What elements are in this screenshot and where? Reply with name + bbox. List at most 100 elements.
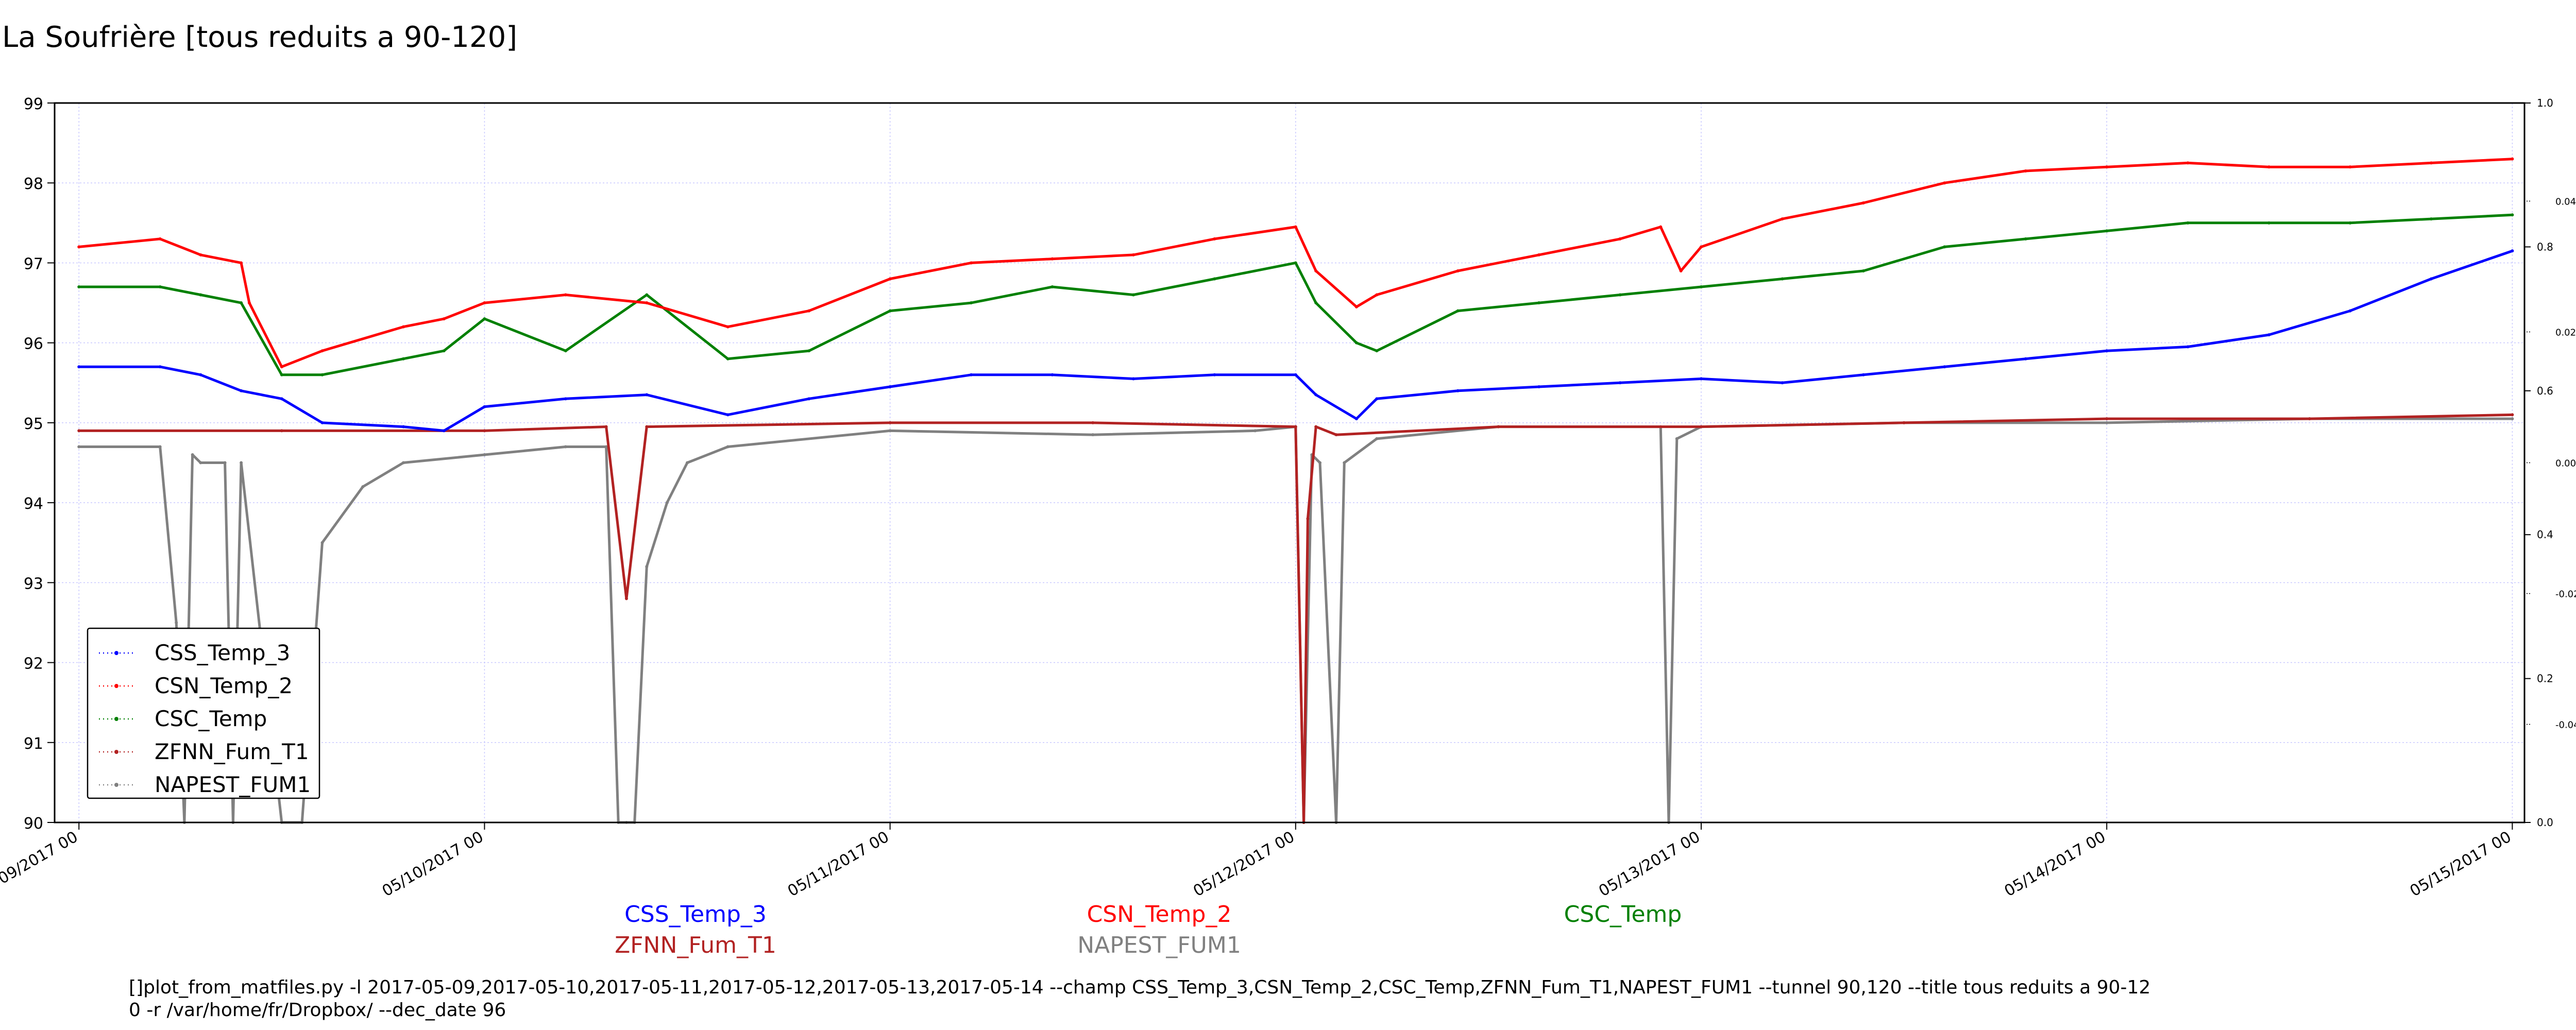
- data-point: [1943, 181, 1946, 185]
- data-point: [1131, 253, 1135, 256]
- y-tick-label: 92: [24, 655, 43, 673]
- data-point: [1618, 237, 1622, 241]
- data-point: [483, 317, 486, 321]
- data-point: [1537, 385, 1541, 389]
- data-point: [199, 293, 202, 297]
- data-point: [1050, 373, 1054, 376]
- data-point: [1253, 429, 1257, 433]
- right-axis-tick-label: 0.0: [2537, 816, 2553, 829]
- legend-label: NAPEST_FUM1: [155, 772, 311, 797]
- y-tick-label: 95: [24, 415, 43, 433]
- x-tick-label: 05/15/2017 00: [2407, 828, 2515, 901]
- data-point: [158, 445, 162, 449]
- data-point: [1306, 517, 1310, 521]
- data-point: [888, 309, 892, 313]
- data-point: [320, 541, 324, 544]
- data-point: [564, 445, 567, 449]
- data-point: [1314, 425, 1318, 428]
- legend-label: CSS_Temp_3: [155, 640, 290, 665]
- data-point: [240, 261, 243, 265]
- data-point: [1659, 225, 1663, 229]
- data-point: [158, 285, 162, 289]
- series-line-csc-temp: [79, 213, 2513, 376]
- chart-title: La Soufrière [tous reduits a 90-120]: [2, 21, 518, 54]
- right-axis-tick-label: 0.4: [2537, 528, 2553, 541]
- data-point: [158, 365, 162, 369]
- data-point: [807, 309, 811, 313]
- data-point: [1456, 269, 1460, 272]
- data-point: [645, 565, 649, 569]
- command-line-1: []plot_from_matfiles.py -l 2017-05-09,20…: [129, 977, 2151, 998]
- y-tick-label: 99: [24, 95, 43, 113]
- data-point: [77, 429, 81, 433]
- data-point: [1375, 349, 1379, 353]
- data-point: [1456, 389, 1460, 392]
- command-line-2: 0 -r /var/home/fr/Dropbox/ --dec_date 96: [129, 1000, 506, 1021]
- data-point: [199, 373, 202, 376]
- data-point: [361, 485, 365, 489]
- data-point: [1375, 293, 1379, 297]
- right-inner-tick-label: -0.04: [2555, 720, 2576, 731]
- data-point: [1343, 461, 1346, 465]
- data-point: [2348, 221, 2352, 225]
- data-point: [2511, 249, 2514, 253]
- data-point: [1861, 269, 1865, 272]
- data-point: [1375, 397, 1379, 401]
- y-tick-label: 96: [24, 335, 43, 353]
- legend-box: [87, 627, 320, 799]
- data-point: [2186, 161, 2190, 165]
- data-point: [807, 349, 811, 353]
- data-point: [240, 389, 243, 392]
- data-point: [564, 349, 567, 353]
- right-inner-tick-label: 0.00: [2555, 458, 2576, 469]
- data-point: [604, 445, 608, 449]
- data-point: [1861, 373, 1865, 376]
- data-point: [2348, 165, 2352, 169]
- data-point: [1618, 381, 1622, 385]
- data-point: [2267, 165, 2271, 169]
- data-point: [1537, 301, 1541, 305]
- data-point: [1456, 309, 1460, 313]
- data-point: [1294, 225, 1297, 229]
- data-point: [1294, 425, 1297, 428]
- data-point: [1131, 293, 1135, 297]
- data-point: [2186, 221, 2190, 225]
- data-point: [199, 461, 202, 465]
- data-point: [1700, 245, 1703, 249]
- x-tick-label: 05/10/2017 00: [379, 828, 487, 901]
- data-point: [2348, 309, 2352, 313]
- data-point: [665, 501, 669, 505]
- data-point: [888, 277, 892, 281]
- data-point: [1213, 237, 1216, 241]
- command-line: []plot_from_matfiles.py -l 2017-05-09,20…: [129, 976, 2150, 1022]
- right-inner-tick-label: 0.02: [2555, 328, 2576, 338]
- data-point: [1375, 437, 1379, 440]
- data-point: [1354, 341, 1358, 345]
- x-tick-label: 05/13/2017 00: [1596, 828, 1703, 901]
- data-point: [158, 237, 162, 241]
- data-point: [2267, 221, 2271, 225]
- data-point: [2429, 217, 2433, 221]
- data-point: [199, 253, 202, 256]
- data-point: [247, 301, 251, 305]
- data-point: [1497, 425, 1500, 428]
- legend-marker: [114, 684, 118, 688]
- data-point: [1334, 433, 1338, 437]
- below-label-csn-temp-2: CSN_Temp_2: [1087, 901, 1232, 928]
- y-tick-label: 98: [24, 175, 43, 193]
- data-point: [2024, 357, 2027, 360]
- data-point: [2429, 277, 2433, 281]
- below-label-zfnn-fum-t1: ZFNN_Fum_T1: [615, 932, 776, 958]
- data-point: [2105, 229, 2109, 233]
- data-point: [483, 405, 486, 408]
- data-point: [1861, 201, 1865, 205]
- legend-marker: [114, 717, 118, 721]
- data-point: [483, 453, 486, 456]
- y-tick-label: 90: [24, 815, 43, 833]
- data-point: [1700, 285, 1703, 289]
- data-point: [280, 373, 283, 376]
- data-point: [888, 429, 892, 433]
- data-point: [280, 429, 283, 433]
- data-point: [2511, 213, 2514, 217]
